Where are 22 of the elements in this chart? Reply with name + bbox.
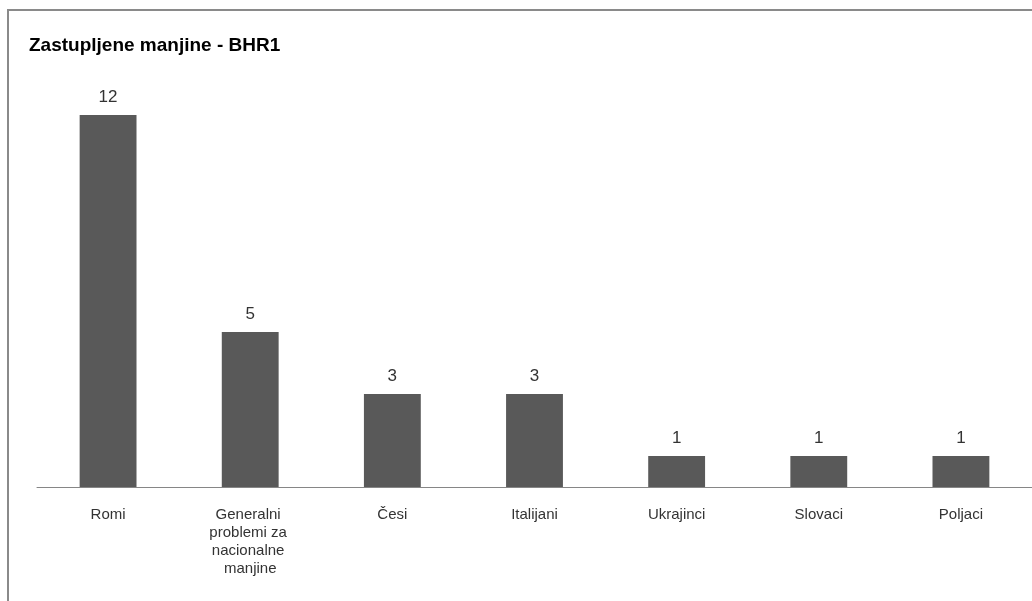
- bar: [221, 332, 279, 487]
- x-tick-label: Poljaci: [938, 504, 984, 522]
- data-label: 1: [814, 428, 824, 447]
- data-label: 1: [671, 428, 682, 447]
- x-tick-label: Slovaci: [794, 504, 843, 522]
- x-tick-label: Romi: [90, 504, 126, 522]
- bar: [506, 394, 563, 487]
- chart-title: Zastupljene manjine - BHR1: [29, 34, 281, 55]
- data-label: 5: [245, 304, 255, 323]
- data-label: 12: [98, 87, 118, 106]
- x-tick-label: Česi: [377, 504, 408, 522]
- data-label: 1: [956, 428, 966, 447]
- x-tick-label: Ukrajinci: [647, 504, 706, 522]
- bar: [932, 456, 990, 487]
- bar: [648, 456, 706, 487]
- data-label: 3: [529, 366, 540, 385]
- bar: [79, 115, 137, 487]
- x-tick-label: Generalni problemi za nacionalne manjine: [209, 504, 292, 576]
- x-tick-label: Italijani: [511, 504, 558, 522]
- data-label: 3: [387, 366, 398, 385]
- bar: [790, 456, 848, 487]
- bar: [363, 394, 421, 487]
